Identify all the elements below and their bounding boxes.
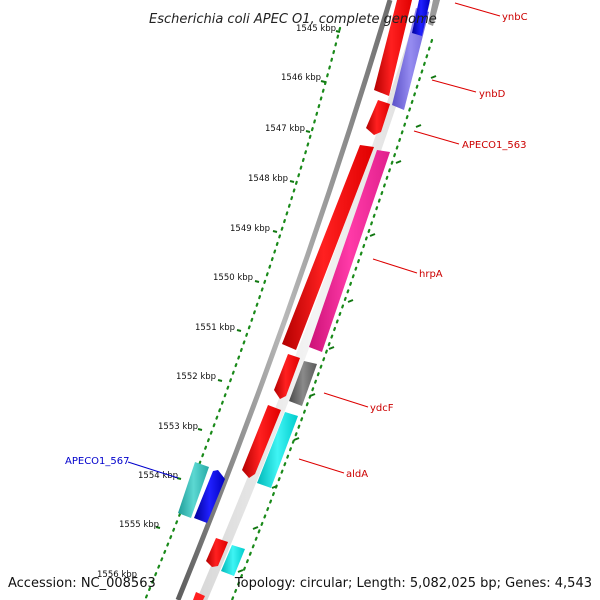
tick-label: 1546 kbp <box>281 73 321 83</box>
cds-APECO1_567-teal <box>178 462 209 518</box>
tick-mark <box>155 526 161 529</box>
tick-mark <box>236 329 242 332</box>
tick-label: 1552 kbp <box>176 372 216 382</box>
tick-labels: 1545 kbp 1546 kbp 1547 kbp 1548 kbp 1549… <box>97 24 336 580</box>
inner-dash <box>430 75 437 79</box>
gene-label-ynbD: ynbD <box>479 89 506 100</box>
tick-label: 1549 kbp <box>230 224 270 234</box>
gene-label-APECO1_563: APECO1_563 <box>462 140 527 151</box>
tick-mark <box>305 130 311 133</box>
cds-APECO1_563 <box>366 100 390 135</box>
tick-label: 1554 kbp <box>138 471 178 481</box>
tick-mark <box>254 280 260 283</box>
map-title: Escherichia coli APEC O1, complete genom… <box>149 12 437 27</box>
tick-label: 1547 kbp <box>265 124 305 134</box>
gc-dotted-outer <box>143 26 342 600</box>
inner-dash <box>347 299 354 303</box>
tick-mark <box>335 30 341 33</box>
gene-labels: ynbC ynbD APECO1_563 hrpA ydcF aldA APEC… <box>65 12 528 480</box>
cds-aldA <box>257 412 298 488</box>
cds-features <box>178 0 440 600</box>
inner-dash <box>415 124 422 128</box>
cds-forward-red <box>374 0 412 96</box>
inner-dash <box>328 346 335 350</box>
gene-label-ydcF: ydcF <box>370 403 394 414</box>
cds-bottom-cyan <box>221 545 245 576</box>
tick-mark <box>272 230 278 233</box>
tick-label: 1551 kbp <box>195 323 235 333</box>
gene-label-APECO1_567: APECO1_567 <box>65 456 130 467</box>
tick-label: 1550 kbp <box>213 273 253 283</box>
inner-dash <box>237 569 244 573</box>
scale-ticks <box>155 30 437 573</box>
cds-ynbC-blue <box>412 0 430 36</box>
tick-mark <box>289 180 295 183</box>
leader-ynbD <box>431 79 477 93</box>
tick-label: 1555 kbp <box>119 520 159 530</box>
cds-forward-red-aldA-adj <box>242 405 281 478</box>
gc-dotted-track <box>143 26 434 600</box>
gc-dotted-inner <box>230 38 434 600</box>
topology-summary: Topology: circular; Length: 5,082,025 bp… <box>234 576 592 591</box>
leader-APECO1_567 <box>127 461 179 479</box>
leader-ynbC <box>454 2 501 17</box>
gene-label-hrpA: hrpA <box>419 269 443 280</box>
leader-aldA <box>298 458 345 474</box>
inner-dash <box>395 160 402 164</box>
cds-forward-red-short <box>274 354 300 399</box>
gene-label-aldA: aldA <box>346 469 368 480</box>
inner-dash <box>309 393 316 397</box>
cds-bottom-edge-red <box>193 592 205 600</box>
cds-bottom-red <box>206 538 228 567</box>
cds-hrpA <box>309 150 390 352</box>
tick-label: 1553 kbp <box>158 422 198 432</box>
cds-ydcF <box>289 361 317 406</box>
cds-top-gray <box>428 0 440 26</box>
inner-dash <box>252 526 259 530</box>
leader-lines <box>127 2 501 479</box>
inner-dash <box>369 233 376 237</box>
tick-mark <box>217 379 223 382</box>
tick-mark <box>320 80 326 83</box>
accession-text: Accession: NC_008563 <box>8 576 156 591</box>
backbone-dark <box>175 0 393 600</box>
leader-APECO1_563 <box>413 130 460 145</box>
tick-label: 1545 kbp <box>296 24 336 34</box>
inner-dash <box>293 437 300 441</box>
tick-mark <box>197 428 203 431</box>
leader-ydcF <box>323 392 369 408</box>
inner-dash <box>271 485 278 489</box>
cds-blue-arrow <box>194 470 225 523</box>
tick-label: 1548 kbp <box>248 174 288 184</box>
cds-forward-red-long <box>282 145 374 350</box>
tick-label: 1556 kbp <box>97 570 137 580</box>
gene-label-ynbC: ynbC <box>502 12 528 23</box>
leader-hrpA <box>372 258 418 274</box>
